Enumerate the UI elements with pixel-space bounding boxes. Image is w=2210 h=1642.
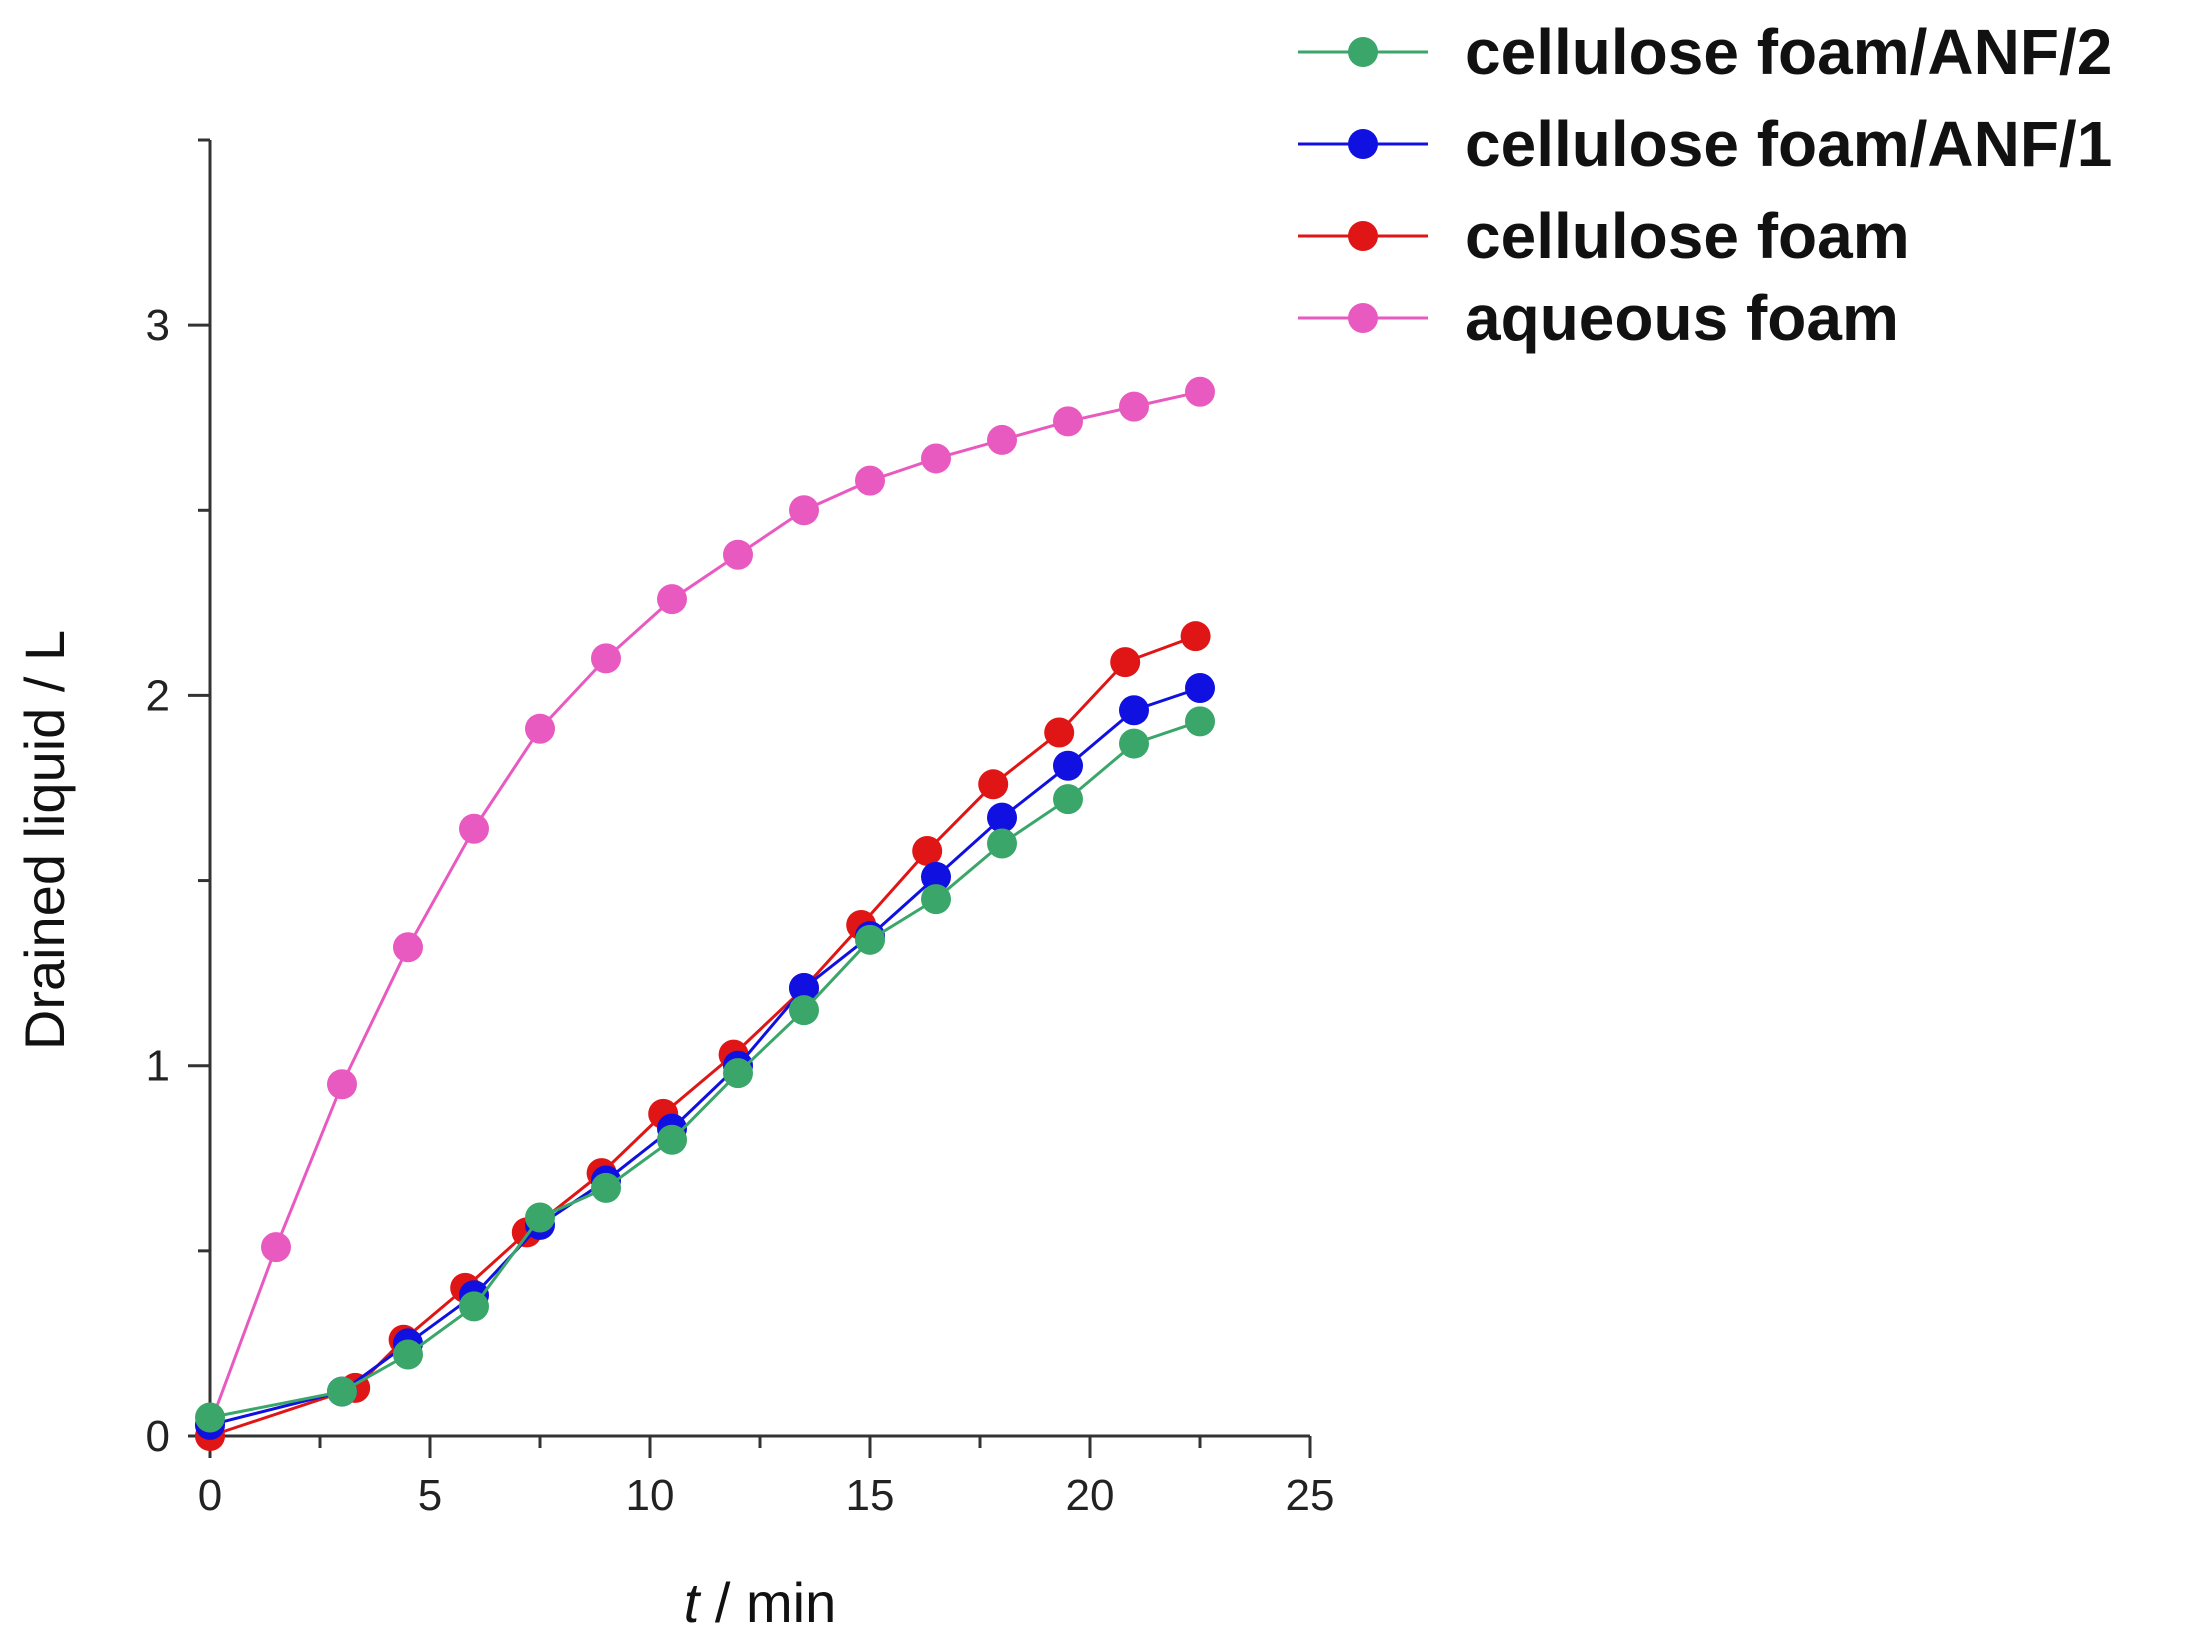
data-point-cellulose-foam-anf-2 xyxy=(1119,728,1149,759)
series-layer xyxy=(195,376,1215,1451)
data-point-cellulose-foam xyxy=(912,835,943,866)
data-point-aqueous-foam xyxy=(789,495,819,526)
legend-label: cellulose foam/ANF/1 xyxy=(1465,108,2112,180)
data-point-aqueous-foam xyxy=(657,584,687,615)
legend-item-cellulose-foam: cellulose foam xyxy=(1298,200,1910,272)
data-point-aqueous-foam xyxy=(459,813,489,844)
y-axis-title: Drained liquid / L xyxy=(13,630,76,1050)
y-tick-label: 0 xyxy=(146,1412,170,1461)
series-cellulose-foam xyxy=(195,621,1211,1451)
y-ticks: 0 1 2 3 xyxy=(146,138,210,1461)
x-tick-label: 10 xyxy=(626,1471,675,1520)
x-tick-label: 25 xyxy=(1286,1471,1335,1520)
legend: cellulose foam/ANF/2 cellulose foam/ANF/1… xyxy=(1298,16,2112,354)
series-cellulose-foam-anf-2 xyxy=(195,706,1215,1433)
series-line-cellulose-foam-anf-2 xyxy=(209,719,1201,1419)
data-point-cellulose-foam-anf-1 xyxy=(789,972,819,1003)
data-point-aqueous-foam xyxy=(327,1069,357,1100)
data-point-cellulose-foam-anf-2 xyxy=(591,1172,621,1203)
data-point-cellulose-foam-anf-2 xyxy=(459,1291,489,1322)
y-tick-label: 3 xyxy=(146,301,170,350)
series-aqueous-foam xyxy=(195,376,1215,1440)
series-line-aqueous-foam xyxy=(208,390,1201,1426)
data-point-aqueous-foam xyxy=(987,424,1017,455)
data-point-aqueous-foam xyxy=(393,932,423,963)
y-tick-label: 2 xyxy=(146,671,170,720)
legend-item-cellulose-foam-anf-1: cellulose foam/ANF/1 xyxy=(1298,108,2112,180)
y-tick-label: 1 xyxy=(146,1042,170,1091)
data-point-aqueous-foam xyxy=(591,643,621,674)
series-line-cellulose-foam-anf-1 xyxy=(209,686,1201,1427)
x-tick-label: 5 xyxy=(418,1471,442,1520)
data-point-aqueous-foam xyxy=(723,539,753,570)
data-point-cellulose-foam-anf-2 xyxy=(195,1402,225,1433)
data-point-cellulose-foam-anf-2 xyxy=(1185,706,1215,737)
x-axis-title: t / min xyxy=(684,1571,836,1634)
legend-swatch-marker xyxy=(1348,303,1378,333)
x-tick-label: 15 xyxy=(846,1471,895,1520)
data-point-cellulose-foam-anf-2 xyxy=(525,1202,555,1233)
x-tick-label: 20 xyxy=(1066,1471,1115,1520)
data-point-cellulose-foam-anf-2 xyxy=(855,924,885,955)
x-tick-label: 0 xyxy=(198,1471,222,1520)
data-point-cellulose-foam-anf-1 xyxy=(1053,750,1083,781)
data-point-cellulose-foam-anf-2 xyxy=(987,828,1017,859)
data-point-cellulose-foam-anf-2 xyxy=(789,995,819,1026)
x-axis-title-variable: t xyxy=(684,1571,702,1634)
data-point-cellulose-foam-anf-2 xyxy=(657,1124,687,1155)
data-point-cellulose-foam-anf-2 xyxy=(723,1058,753,1089)
data-point-cellulose-foam-anf-2 xyxy=(393,1339,423,1370)
data-point-cellulose-foam-anf-1 xyxy=(921,861,951,892)
data-point-cellulose-foam-anf-2 xyxy=(1053,784,1083,815)
legend-label: cellulose foam xyxy=(1465,200,1910,272)
legend-swatch-marker xyxy=(1348,37,1378,67)
data-point-cellulose-foam-anf-2 xyxy=(921,884,951,915)
data-point-aqueous-foam xyxy=(261,1232,291,1263)
data-point-cellulose-foam xyxy=(1044,717,1075,748)
x-ticks: 0 5 10 15 20 25 xyxy=(198,1436,1335,1520)
legend-swatch-marker xyxy=(1348,221,1378,251)
legend-label: aqueous foam xyxy=(1465,282,1899,354)
data-point-cellulose-foam-anf-2 xyxy=(327,1376,357,1407)
x-axis-title-unit: / min xyxy=(699,1571,836,1634)
axes: 0 5 10 15 20 25 0 1 2 3 xyxy=(146,138,1335,1520)
data-point-cellulose-foam xyxy=(1180,621,1211,652)
data-point-cellulose-foam xyxy=(1110,647,1141,678)
data-point-cellulose-foam-anf-1 xyxy=(1119,695,1149,726)
data-point-aqueous-foam xyxy=(921,443,951,474)
data-point-aqueous-foam xyxy=(1119,391,1149,422)
data-point-cellulose-foam xyxy=(978,769,1009,800)
data-point-aqueous-foam xyxy=(525,713,555,744)
legend-swatch-marker xyxy=(1348,129,1378,159)
series-line-cellulose-foam xyxy=(209,634,1197,1438)
legend-label: cellulose foam/ANF/2 xyxy=(1465,16,2112,88)
data-point-cellulose-foam-anf-1 xyxy=(1185,673,1215,704)
data-point-cellulose-foam-anf-1 xyxy=(987,802,1017,833)
legend-item-cellulose-foam-anf-2: cellulose foam/ANF/2 xyxy=(1298,16,2112,88)
legend-item-aqueous-foam: aqueous foam xyxy=(1298,282,1899,354)
data-point-aqueous-foam xyxy=(855,465,885,496)
data-point-aqueous-foam xyxy=(1185,376,1215,407)
data-point-aqueous-foam xyxy=(1053,406,1083,437)
